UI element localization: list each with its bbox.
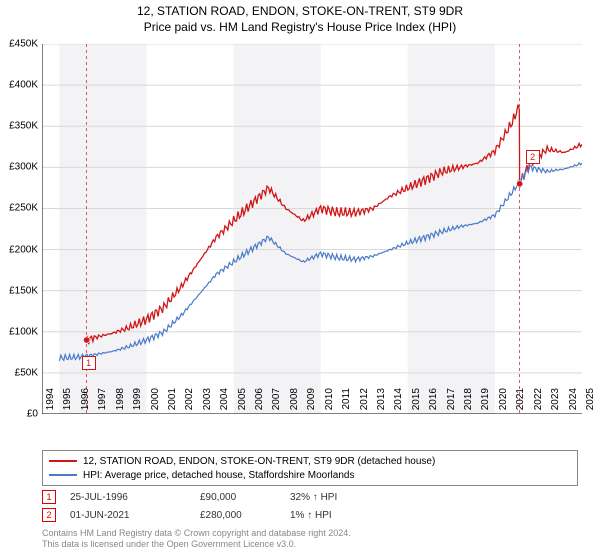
x-tick-label: 2002 (184, 388, 195, 418)
x-tick-label: 2010 (324, 388, 335, 418)
chart-svg (42, 44, 582, 414)
x-tick-label: 1994 (45, 388, 56, 418)
x-tick-label: 2012 (359, 388, 370, 418)
x-tick-label: 2023 (550, 388, 561, 418)
legend-item-property: 12, STATION ROAD, ENDON, STOKE-ON-TRENT,… (49, 454, 571, 468)
legend-item-hpi: HPI: Average price, detached house, Staf… (49, 468, 571, 482)
x-tick-label: 1996 (80, 388, 91, 418)
legend-swatch-property (49, 460, 77, 462)
x-tick-label: 2024 (568, 388, 579, 418)
sale-price-1: £90,000 (200, 492, 290, 503)
x-tick-label: 2017 (446, 388, 457, 418)
x-tick-label: 2021 (515, 388, 526, 418)
y-tick-label: £350K (0, 121, 38, 132)
x-tick-label: 2016 (428, 388, 439, 418)
x-tick-label: 2020 (498, 388, 509, 418)
x-tick-label: 2004 (219, 388, 230, 418)
title-line1: 12, STATION ROAD, ENDON, STOKE-ON-TRENT,… (0, 4, 600, 18)
sale-row-1: 1 25-JUL-1996 £90,000 32% ↑ HPI (42, 488, 410, 506)
x-tick-label: 2015 (411, 388, 422, 418)
y-tick-label: £150K (0, 285, 38, 296)
x-tick-label: 2018 (463, 388, 474, 418)
y-tick-label: £0 (0, 409, 38, 420)
chart: £0£50K£100K£150K£200K£250K£300K£350K£400… (42, 44, 582, 414)
x-tick-label: 2006 (254, 388, 265, 418)
x-tick-label: 2022 (533, 388, 544, 418)
sale-pct-1: 32% ↑ HPI (290, 492, 410, 503)
x-tick-label: 1998 (115, 388, 126, 418)
y-tick-label: £300K (0, 162, 38, 173)
x-tick-label: 2001 (167, 388, 178, 418)
legend-text-hpi: HPI: Average price, detached house, Staf… (83, 470, 354, 481)
x-tick-label: 1997 (97, 388, 108, 418)
sale-marker-1: 1 (82, 356, 96, 370)
y-tick-label: £200K (0, 244, 38, 255)
legend: 12, STATION ROAD, ENDON, STOKE-ON-TRENT,… (42, 450, 578, 486)
sale-price-2: £280,000 (200, 510, 290, 521)
x-tick-label: 2009 (306, 388, 317, 418)
x-tick-label: 1999 (132, 388, 143, 418)
footer-line2: This data is licensed under the Open Gov… (42, 539, 351, 550)
x-tick-label: 1995 (62, 388, 73, 418)
y-tick-label: £50K (0, 367, 38, 378)
sale-idx-1: 1 (42, 490, 56, 504)
sale-idx-2: 2 (42, 508, 56, 522)
sale-date-1: 25-JUL-1996 (70, 492, 200, 503)
x-tick-label: 2000 (150, 388, 161, 418)
x-tick-label: 2007 (271, 388, 282, 418)
x-tick-label: 2011 (341, 388, 352, 418)
sales-table: 1 25-JUL-1996 £90,000 32% ↑ HPI 2 01-JUN… (42, 488, 410, 524)
y-tick-label: £100K (0, 326, 38, 337)
x-tick-label: 2005 (237, 388, 248, 418)
x-tick-label: 2025 (585, 388, 596, 418)
sale-date-2: 01-JUN-2021 (70, 510, 200, 521)
x-tick-label: 2008 (289, 388, 300, 418)
title-line2: Price paid vs. HM Land Registry's House … (0, 20, 600, 34)
sale-marker-2: 2 (526, 150, 540, 164)
sale-pct-2: 1% ↑ HPI (290, 510, 410, 521)
legend-text-property: 12, STATION ROAD, ENDON, STOKE-ON-TRENT,… (83, 456, 435, 467)
x-tick-label: 2019 (480, 388, 491, 418)
x-tick-label: 2003 (202, 388, 213, 418)
footer: Contains HM Land Registry data © Crown c… (42, 528, 351, 551)
y-tick-label: £250K (0, 203, 38, 214)
sale-row-2: 2 01-JUN-2021 £280,000 1% ↑ HPI (42, 506, 410, 524)
x-tick-label: 2013 (376, 388, 387, 418)
x-tick-label: 2014 (393, 388, 404, 418)
y-tick-label: £400K (0, 80, 38, 91)
footer-line1: Contains HM Land Registry data © Crown c… (42, 528, 351, 539)
legend-swatch-hpi (49, 474, 77, 476)
y-tick-label: £450K (0, 39, 38, 50)
